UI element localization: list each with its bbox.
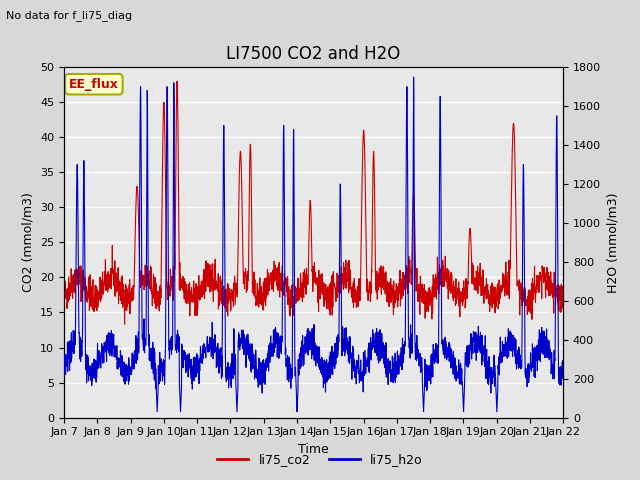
Y-axis label: H2O (mmol/m3): H2O (mmol/m3) [607, 192, 620, 293]
Y-axis label: CO2 (mmol/m3): CO2 (mmol/m3) [22, 192, 35, 292]
Title: LI7500 CO2 and H2O: LI7500 CO2 and H2O [227, 45, 401, 63]
Legend: li75_co2, li75_h2o: li75_co2, li75_h2o [212, 448, 428, 471]
X-axis label: Time: Time [298, 443, 329, 456]
Text: No data for f_li75_diag: No data for f_li75_diag [6, 10, 132, 21]
Text: EE_flux: EE_flux [69, 78, 119, 91]
